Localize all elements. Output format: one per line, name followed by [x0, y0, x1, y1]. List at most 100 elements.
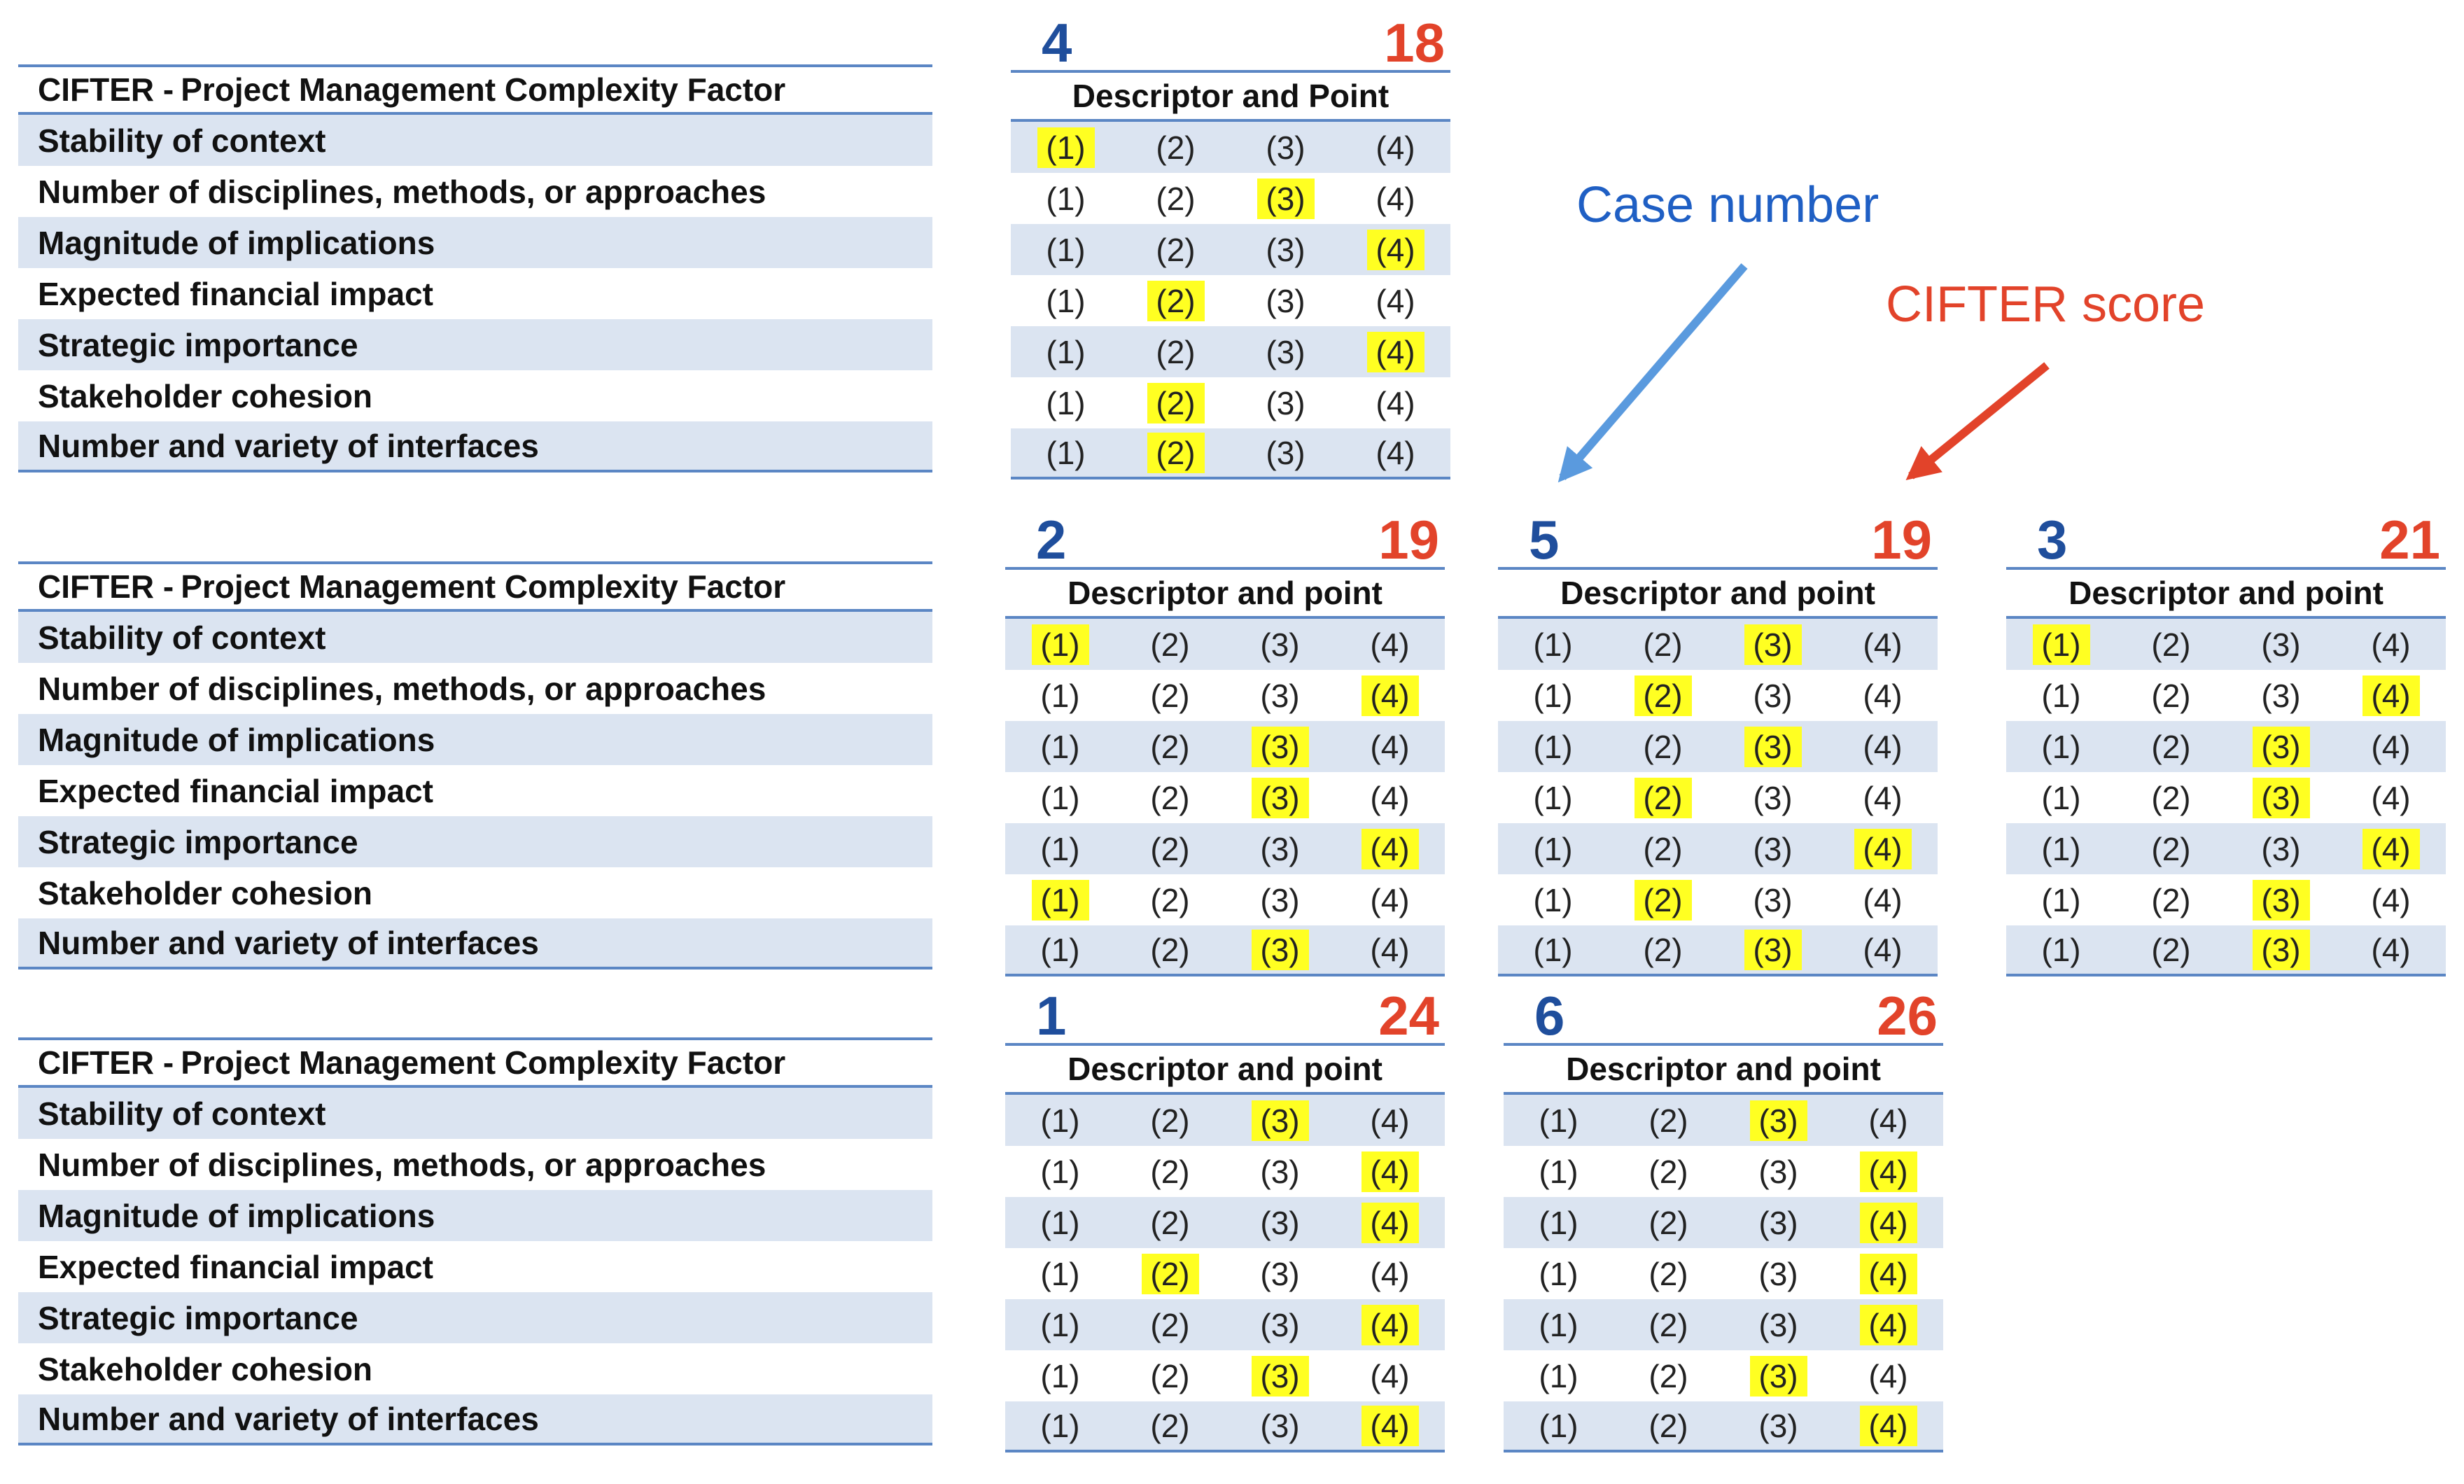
point: (3) — [2261, 830, 2301, 867]
point: (1) — [1040, 1407, 1080, 1444]
selected-point: (4) — [1366, 229, 1424, 270]
point: (4) — [1868, 1357, 1908, 1394]
point: (2) — [1648, 1102, 1688, 1139]
factor-table-2: CIFTER - Project Management Complexity F… — [18, 561, 932, 969]
factor-row: Number of disciplines, methods, or appro… — [38, 670, 766, 707]
point: (2) — [1648, 1407, 1688, 1444]
selected-point: (4) — [1361, 828, 1419, 869]
point: (2) — [1150, 677, 1190, 714]
point: (1) — [1040, 830, 1080, 867]
factor-row: Stability of context — [18, 1088, 932, 1139]
selected-point: (2) — [1147, 432, 1205, 473]
selected-point: (3) — [1744, 726, 1802, 767]
point: (2) — [1648, 1306, 1688, 1343]
point: (1) — [1046, 282, 1086, 319]
point-row: (1) (2) (3) (4) — [1504, 1401, 1943, 1452]
point-row: (1) (2) (3) (4) — [1504, 1350, 1943, 1401]
point-row: (1) (2) (3) (4) — [1005, 874, 1445, 925]
factor-row: Stakeholder cohesion — [38, 874, 373, 911]
selected-point: (4) — [2362, 828, 2420, 869]
point: (1) — [2041, 931, 2081, 968]
point-row: (1) (2) (3) (4) — [1011, 173, 1450, 224]
selected-point: (4) — [1366, 331, 1424, 372]
point-row: (1) (2) (3) (4) — [1504, 1299, 1943, 1350]
point: (2) — [2151, 830, 2191, 867]
point: (2) — [2151, 728, 2191, 765]
point: (2) — [2151, 779, 2191, 816]
point: (4) — [1370, 1357, 1410, 1394]
point-row: (1) (2) (3) (4) — [1011, 224, 1450, 275]
case-number: 3 — [2037, 509, 2068, 570]
point: (3) — [1260, 1407, 1300, 1444]
point: (1) — [1046, 384, 1086, 421]
case-block-6: 6 26 Descriptor and point (1) (2) (3) (4) (1) (2… — [1504, 981, 1943, 1452]
point: (2) — [2151, 931, 2191, 968]
selected-point: (3) — [1744, 624, 1802, 665]
point: (3) — [1260, 677, 1300, 714]
point-row: (1) (2) (3) (4) — [1498, 670, 1938, 721]
point: (4) — [2371, 779, 2411, 816]
point: (1) — [1040, 677, 1080, 714]
case-number: 2 — [1036, 509, 1067, 570]
point: (1) — [1533, 881, 1573, 918]
point: (2) — [1150, 1102, 1190, 1139]
point: (2) — [1648, 1153, 1688, 1190]
cifter-score: 21 — [2379, 509, 2440, 570]
selected-point: (3) — [1251, 777, 1309, 818]
point: (4) — [1863, 931, 1903, 968]
point: (2) — [1150, 1306, 1190, 1343]
point: (2) — [1648, 1357, 1688, 1394]
point-row: (1) (2) (3) (4) — [1504, 1146, 1943, 1197]
point: (4) — [1376, 384, 1415, 421]
point: (3) — [1260, 830, 1300, 867]
point: (2) — [1648, 1255, 1688, 1292]
point: (1) — [1539, 1306, 1578, 1343]
selected-point: (3) — [1744, 929, 1802, 970]
descriptor-header: Descriptor and point — [1498, 570, 1938, 619]
point: (1) — [1539, 1153, 1578, 1190]
factor-table-header-prefix: CIFTER - — [38, 568, 174, 605]
point: (4) — [1863, 677, 1903, 714]
point: (2) — [1156, 129, 1196, 166]
factor-table-header-prefix: CIFTER - — [38, 71, 174, 108]
selected-point: (4) — [1854, 828, 1912, 869]
selected-point: (3) — [1251, 1100, 1309, 1141]
point: (3) — [1260, 1204, 1300, 1241]
point: (2) — [1648, 1204, 1688, 1241]
point: (3) — [1753, 830, 1793, 867]
point: (1) — [1539, 1102, 1578, 1139]
cifter-score: 18 — [1384, 12, 1445, 74]
point: (1) — [1046, 231, 1086, 268]
factor-row: Expected financial impact — [38, 772, 433, 809]
point: (2) — [2151, 677, 2191, 714]
selected-point: (3) — [1251, 726, 1309, 767]
point: (3) — [1260, 1153, 1300, 1190]
point-row: (1) (2) (3) (4) — [2006, 670, 2446, 721]
point: (3) — [1260, 881, 1300, 918]
point: (1) — [1040, 1153, 1080, 1190]
selected-point: (4) — [1361, 1304, 1419, 1345]
case-header: 4 18 — [1011, 8, 1450, 73]
factor-row: Strategic importance — [18, 1292, 932, 1343]
descriptor-header: Descriptor and point — [1005, 1046, 1445, 1095]
point: (1) — [2041, 779, 2081, 816]
point: (4) — [1376, 180, 1415, 217]
point-row: (1) (2) (3) (4) — [1005, 1248, 1445, 1299]
point: (3) — [1758, 1255, 1798, 1292]
selected-point: (3) — [1251, 1355, 1309, 1396]
point: (2) — [1643, 728, 1683, 765]
point: (1) — [1040, 931, 1080, 968]
selected-point: (4) — [1859, 1253, 1917, 1294]
case-block-2: 2 19 Descriptor and point (1) (2) (3) (4) (1) (2… — [1005, 505, 1445, 976]
factor-table-3: CIFTER - Project Management Complexity F… — [18, 1037, 932, 1446]
factor-table-header: CIFTER - Project Management Complexity F… — [18, 1037, 932, 1088]
factor-row: Strategic importance — [18, 816, 932, 867]
point: (1) — [1046, 333, 1086, 370]
factor-table-header-title: Project Management Complexity Factor — [181, 1044, 786, 1081]
descriptor-header: Descriptor and point — [1005, 570, 1445, 619]
point: (3) — [1753, 677, 1793, 714]
case-number: 4 — [1042, 12, 1072, 74]
point-row: (1) (2) (3) (4) — [1005, 772, 1445, 823]
point: (3) — [1266, 384, 1306, 421]
factor-table-header-prefix: CIFTER - — [38, 1044, 174, 1081]
